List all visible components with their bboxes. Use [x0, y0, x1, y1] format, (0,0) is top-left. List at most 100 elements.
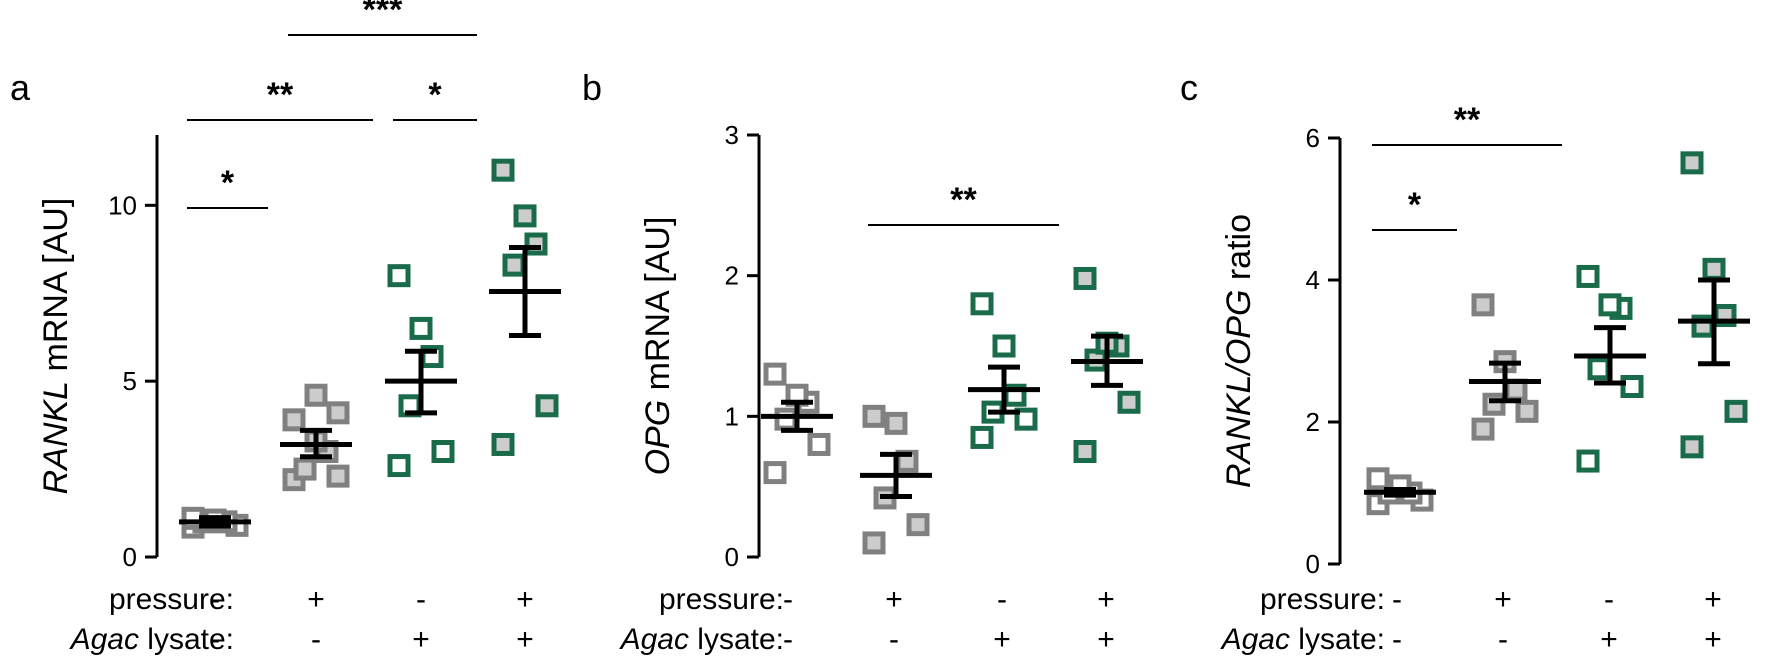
data-point — [1680, 151, 1704, 175]
data-point — [1680, 435, 1704, 459]
data-point — [293, 457, 317, 481]
pressure-sign: + — [885, 583, 903, 616]
data-point — [524, 232, 548, 256]
y-tick-label: 0 — [123, 542, 137, 572]
data-point — [763, 362, 787, 386]
y-tick-label: 2 — [725, 261, 739, 291]
data-point — [1471, 417, 1495, 441]
data-point — [326, 464, 350, 488]
y-axis-title-rest: mRNA [AU] — [37, 198, 75, 381]
agac-sign: + — [412, 623, 430, 656]
data-point — [1587, 357, 1611, 381]
y-axis-title-italic: OPG — [639, 400, 677, 476]
pressure-sign: - — [210, 583, 220, 616]
agac-sign: - — [311, 623, 321, 656]
y-tick-label: 0 — [1306, 549, 1320, 579]
significance-label: * — [1408, 186, 1422, 224]
agac-row-label-rest: lysate: — [139, 623, 234, 656]
agac-row-label-italic: Agac — [69, 623, 139, 656]
data-point — [431, 440, 455, 463]
data-point — [1724, 399, 1748, 423]
y-tick-label: 10 — [108, 190, 137, 220]
agac-sign: + — [993, 623, 1011, 656]
y-tick-label: 1 — [725, 401, 739, 431]
y-tick-label: 0 — [725, 542, 739, 572]
data-point — [535, 394, 559, 418]
agac-sign: + — [1704, 623, 1722, 656]
agac-sign: - — [889, 623, 899, 656]
significance-label: ** — [267, 76, 294, 114]
agac-sign: + — [1600, 623, 1618, 656]
pressure-row-label: pressure: — [109, 583, 234, 616]
data-point — [884, 411, 908, 435]
data-point — [491, 158, 515, 182]
data-point — [862, 404, 886, 428]
panel-letter: b — [582, 67, 602, 108]
data-point — [1482, 392, 1506, 416]
data-point — [282, 408, 306, 432]
pressure-sign: - — [1604, 583, 1614, 616]
pressure-sign: - — [1392, 583, 1402, 616]
data-point — [1073, 440, 1097, 463]
significance-label: * — [221, 164, 235, 202]
pressure-sign: - — [997, 583, 1007, 616]
y-tick-label: 4 — [1306, 265, 1320, 295]
pressure-sign: + — [1097, 583, 1115, 616]
y-tick-label: 5 — [123, 366, 137, 396]
data-point — [970, 425, 994, 449]
significance-label: *** — [363, 0, 403, 29]
y-axis-title-italic: RANKL — [37, 381, 75, 494]
data-point — [1576, 264, 1600, 288]
panel-a: a 0 5 10 RANKL mRNA [AU] - - + - - + + + pressure: Aga… — [10, 0, 561, 656]
pressure-sign: + — [1704, 583, 1722, 616]
data-point — [992, 334, 1016, 358]
agac-row-label-italic: Agac — [1220, 623, 1290, 656]
pressure-row-label: pressure: — [1260, 583, 1385, 616]
y-tick-label: 6 — [1306, 123, 1320, 153]
data-point — [906, 513, 930, 537]
data-point — [513, 204, 537, 228]
data-point — [326, 401, 350, 425]
y-tick-label: 3 — [725, 120, 739, 150]
y-axis-title: RANKL mRNA [AU] — [37, 198, 75, 495]
y-tick-label: 2 — [1306, 407, 1320, 437]
data-point — [491, 432, 515, 456]
data-point — [387, 264, 411, 288]
significance-label: ** — [950, 181, 977, 219]
significance-label: ** — [1454, 101, 1481, 139]
y-axis-title-rest: ratio — [1220, 214, 1258, 290]
data-point — [970, 292, 994, 316]
data-point — [409, 316, 433, 340]
y-axis-title: RANKL/OPG ratio — [1220, 214, 1258, 488]
data-point — [1515, 399, 1539, 423]
data-point — [304, 383, 328, 407]
panel-letter: a — [10, 67, 31, 108]
data-point — [1014, 407, 1038, 431]
data-point — [1117, 390, 1141, 414]
data-point — [502, 253, 526, 277]
data-point — [1576, 449, 1600, 473]
agac-row-label: Agac lysate: — [69, 623, 234, 656]
agac-row-label-rest: lysate: — [1290, 623, 1385, 656]
pressure-sign: + — [516, 583, 534, 616]
data-point — [763, 461, 787, 485]
agac-sign: - — [1392, 623, 1402, 656]
data-point — [1471, 293, 1495, 317]
data-point — [1073, 266, 1097, 290]
pressure-sign: - — [416, 583, 426, 616]
pressure-row-label: pressure: — [659, 583, 784, 616]
agac-sign: + — [516, 623, 534, 656]
y-axis-title: OPG mRNA [AU] — [639, 217, 677, 476]
agac-sign: - — [210, 623, 220, 656]
agac-sign: + — [1097, 623, 1115, 656]
data-point — [1366, 467, 1390, 491]
agac-sign: - — [1498, 623, 1508, 656]
y-axis-title-rest: mRNA [AU] — [639, 217, 677, 400]
agac-row-label: Agac lysate: — [619, 623, 784, 656]
panel-c: c 0 2 4 6 RANKL/OPG ratio - - + - - + + + pressure: Aga… — [1180, 67, 1750, 656]
agac-row-label-italic: Agac — [619, 623, 689, 656]
data-point — [387, 454, 411, 478]
significance-label: * — [428, 76, 442, 114]
data-point — [862, 531, 886, 555]
pressure-sign: - — [783, 583, 793, 616]
